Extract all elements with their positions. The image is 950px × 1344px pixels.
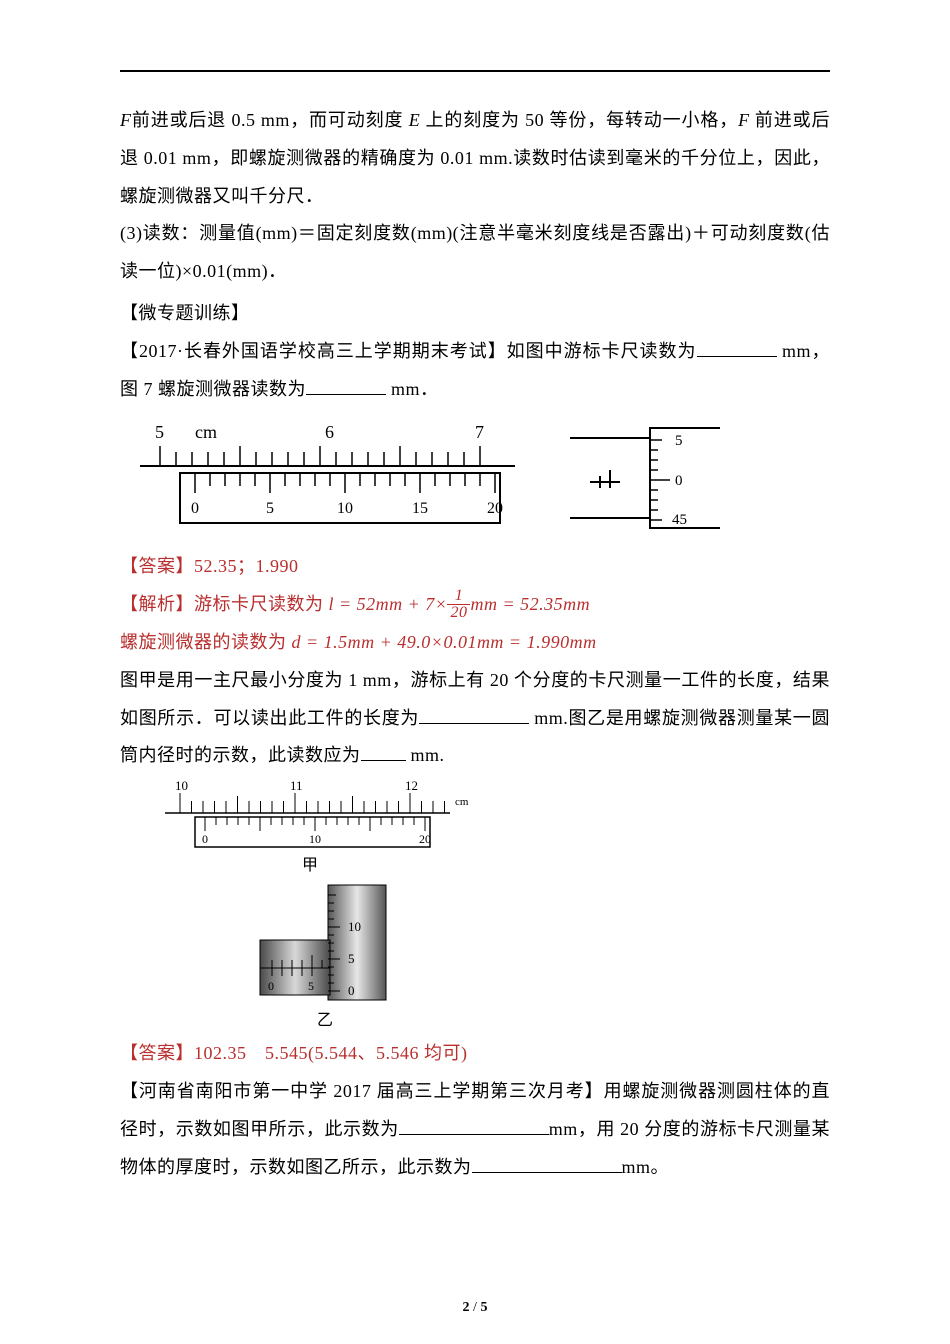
svg-text:6: 6 [325,422,334,442]
svg-text:10: 10 [309,832,321,846]
blank-input [472,1154,622,1173]
section-heading: 【微专题训练】 [120,295,830,333]
svg-text:5: 5 [308,979,314,993]
page-content: F前进或后退 0.5 mm，而可动刻度 E 上的刻度为 50 等份，每转动一小格… [0,0,950,1226]
blank-input [399,1116,549,1135]
answer-2: 【答案】102.35 5.545(5.544、5.546 均可) [120,1035,830,1073]
figure-micrometer-2: 0 5 10 5 0 乙 [240,880,830,1035]
top-rule [120,70,830,72]
svg-text:5: 5 [348,951,355,966]
explanation-2: 螺旋测微器的读数为 d = 1.5mm + 49.0×0.01mm = 1.99… [120,624,830,662]
question-1: 【2017·长春外国语学校高三上学期期末考试】如图中游标卡尺读数为 mm，图 7… [120,333,830,409]
vernier-1-svg: 5 cm 6 7 [120,418,520,538]
blank-input [697,338,777,357]
svg-text:甲: 甲 [302,857,318,874]
svg-text:10: 10 [348,919,361,934]
formula-micrometer: d = 1.5mm + 49.0×0.01mm = 1.990mm [292,632,597,652]
var-F2: F [738,110,750,130]
figure-vernier-2: 10 11 12 cm [150,775,830,880]
formula-vernier: l = 52mm + 7×120mm = 52.35mm [329,594,591,614]
intro-paragraph-1: F前进或后退 0.5 mm，而可动刻度 E 上的刻度为 50 等份，每转动一小格… [120,102,830,215]
var-F: F [120,110,132,130]
var-E: E [409,110,421,130]
question-3: 【河南省南阳市第一中学 2017 届高三上学期第三次月考】用螺旋测微器测圆柱体的… [120,1073,830,1186]
svg-text:0: 0 [191,500,199,517]
svg-text:7: 7 [475,422,484,442]
micrometer-1-svg: 5 0 45 [560,418,730,538]
blank-input [306,376,386,395]
svg-text:乙: 乙 [317,1012,333,1029]
figure-row-1: 5 cm 6 7 [120,418,830,538]
svg-text:0: 0 [675,473,683,489]
svg-text:5: 5 [266,500,274,517]
svg-text:0: 0 [348,983,355,998]
svg-text:12: 12 [405,778,418,793]
svg-text:0: 0 [268,979,274,993]
explanation-1: 【解析】游标卡尺读数为 l = 52mm + 7×120mm = 52.35mm [120,586,830,624]
svg-text:0: 0 [202,832,208,846]
question-2: 图甲是用一主尺最小分度为 1 mm，游标上有 20 个分度的卡尺测量一工件的长度… [120,662,830,775]
svg-text:10: 10 [175,778,188,793]
svg-text:20: 20 [419,832,431,846]
blank-input [419,705,529,724]
page-footer: 2 / 5 [0,1300,950,1316]
answer-1: 【答案】52.35；1.990 [120,548,830,586]
svg-text:cm: cm [455,796,469,808]
svg-text:5: 5 [155,422,164,442]
svg-text:20: 20 [487,500,503,517]
intro-paragraph-2: (3)读数：测量值(mm)＝固定刻度数(mm)(注意半毫米刻度线是否露出)＋可动… [120,215,830,291]
svg-text:cm: cm [195,422,217,442]
svg-text:10: 10 [337,500,353,517]
svg-text:11: 11 [290,778,303,793]
svg-text:45: 45 [672,512,687,528]
blank-input [361,742,406,761]
svg-text:5: 5 [675,433,683,449]
svg-text:15: 15 [412,500,428,517]
